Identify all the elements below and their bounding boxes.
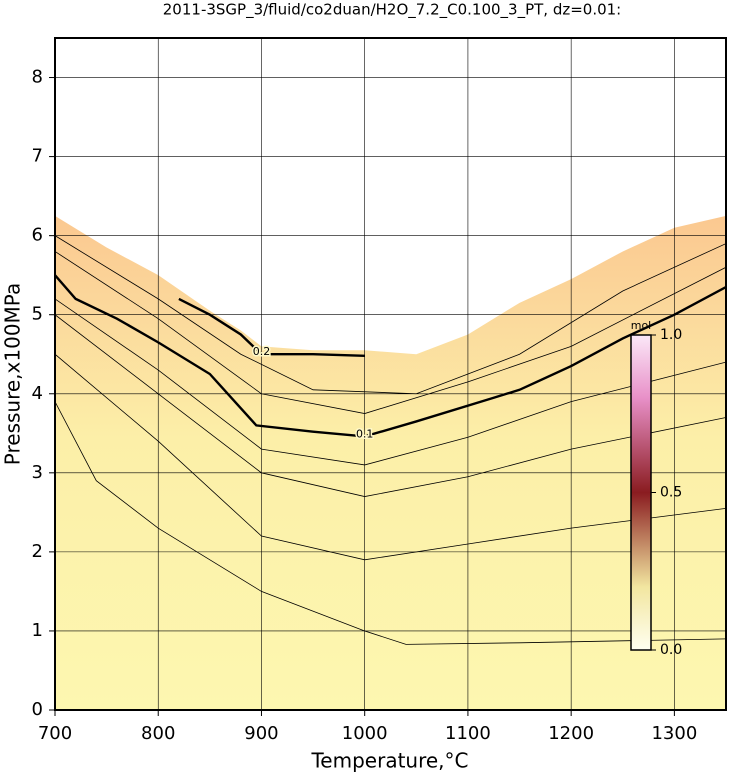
- x-tick-label: 900: [244, 723, 278, 744]
- frame: [54, 37, 727, 711]
- y-tick-label: 6: [32, 225, 43, 246]
- colorbar-tick-label: 1.0: [660, 327, 682, 343]
- contour-line: [55, 235, 726, 395]
- axes: 700 800 900 1000 1100 1200 1300 0 1 2 3 4 5 6 7 8 mol 0.0…: [32, 67, 698, 744]
- x-axis-label: Temperature,°C: [310, 749, 468, 773]
- contour-line: [55, 353, 726, 561]
- colorbar: [630, 334, 652, 651]
- contour-line: [55, 274, 726, 438]
- y-tick-label: 2: [32, 541, 43, 562]
- colorbar-tick-label: 0.5: [660, 485, 682, 501]
- x-tick-label: 800: [141, 723, 175, 744]
- colorbar-label: mol: [631, 319, 652, 332]
- y-tick-label: 3: [32, 462, 43, 483]
- colorbar-tick-label: 0.0: [660, 642, 682, 658]
- contour-label: 0.2: [253, 345, 271, 358]
- contour-line: [55, 251, 726, 414]
- x-tick-label: 1200: [548, 723, 594, 744]
- contour-label: 0.1: [356, 427, 374, 440]
- contour-line: [55, 401, 726, 645]
- x-tick-label: 1300: [651, 723, 697, 744]
- contour-line: [55, 298, 726, 466]
- filled-area: [55, 215, 726, 710]
- x-tick-label: 700: [38, 723, 72, 744]
- plot-area: 0.1 0.2: [55, 38, 726, 710]
- y-tick-label: 7: [32, 146, 43, 167]
- chart-title: 2011-3SGP_3/fluid/co2duan/H2O_7.2_C0.100…: [163, 1, 621, 20]
- y-axis-label: Pressure,x100MPa: [1, 283, 25, 465]
- y-tick-label: 1: [32, 620, 43, 641]
- y-tick-label: 5: [32, 304, 43, 325]
- contour-line: [178, 297, 365, 358]
- x-tick-label: 1100: [445, 723, 491, 744]
- x-tick-label: 1000: [342, 723, 388, 744]
- contour-line: [55, 314, 726, 497]
- y-tick-label: 0: [32, 699, 43, 720]
- y-tick-label: 4: [32, 383, 43, 404]
- y-tick-label: 8: [32, 67, 43, 88]
